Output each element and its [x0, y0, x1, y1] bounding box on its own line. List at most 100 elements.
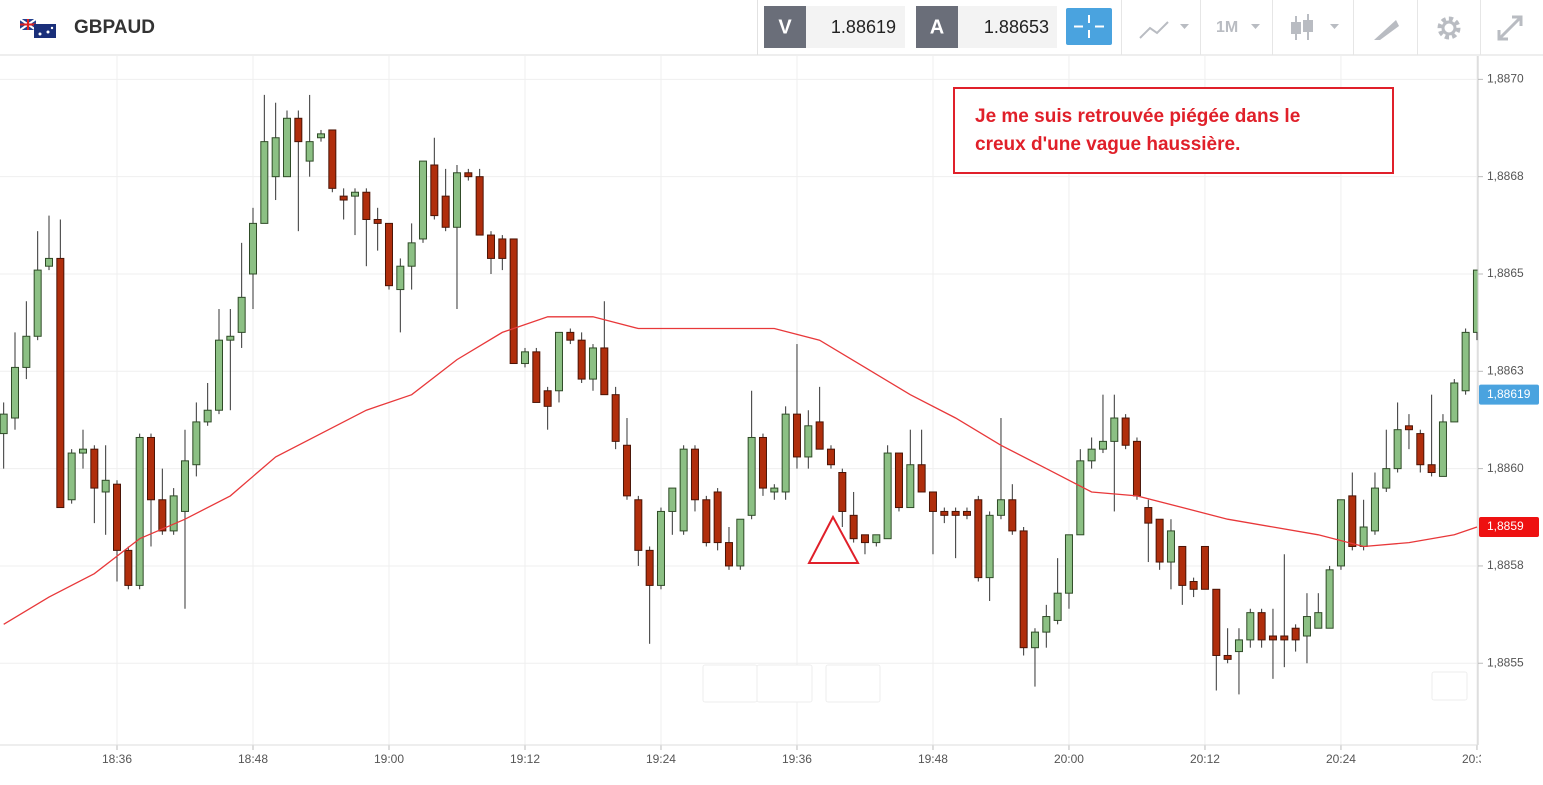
candle-body — [1325, 569, 1334, 629]
candle-body — [1393, 429, 1402, 470]
sell-label[interactable]: V — [778, 16, 792, 38]
candle-body — [928, 491, 937, 512]
candle-body — [1019, 530, 1028, 649]
candle-body — [656, 510, 665, 586]
annotation-box — [953, 87, 1394, 174]
candle-body — [770, 487, 779, 493]
candle-body — [22, 335, 31, 368]
crosshair-button[interactable] — [1066, 8, 1112, 45]
candle-body — [1246, 612, 1255, 641]
candle-body — [1144, 507, 1153, 524]
candle-body — [135, 436, 144, 586]
buy-label[interactable]: A — [930, 16, 944, 38]
candle-body — [566, 331, 575, 341]
candle-body — [158, 499, 167, 532]
candle-body — [747, 436, 756, 516]
x-tick-label: 19:48 — [918, 752, 948, 766]
candle-body — [430, 164, 439, 217]
candle-body — [1166, 530, 1175, 563]
candle-body — [362, 191, 371, 220]
candle-body — [883, 452, 892, 540]
candle-body — [384, 222, 393, 287]
candle-body — [951, 510, 960, 516]
candle-body — [1291, 627, 1300, 641]
candle-body — [1427, 464, 1436, 474]
ghost-buttons[interactable] — [702, 664, 1468, 703]
candle-body — [1098, 440, 1107, 450]
candle-body — [33, 269, 42, 337]
candle-body — [758, 436, 767, 489]
candle-body — [1132, 440, 1141, 497]
candle-body — [486, 234, 495, 259]
candle-body — [305, 141, 314, 162]
candle-body — [1450, 382, 1459, 423]
candle-body — [849, 514, 858, 540]
candle-body — [520, 351, 529, 365]
sell-price-box[interactable] — [806, 6, 905, 48]
candle-body — [113, 483, 121, 551]
candle-body — [1110, 417, 1119, 442]
buy-label-box[interactable] — [916, 6, 958, 48]
timeframe[interactable]: 1M — [1216, 19, 1238, 36]
x-tick-label: 20:12 — [1190, 752, 1220, 766]
candle-body — [736, 518, 745, 567]
candle-body — [373, 218, 382, 224]
candle-body — [328, 129, 337, 189]
y-tick-label: 1,8865 — [1487, 266, 1524, 280]
candle-body — [894, 452, 903, 509]
price-tag-label: 1,8859 — [1487, 519, 1524, 533]
candle-body — [441, 195, 450, 228]
x-axis: 18:36 18:48 19:00 19:12 19:24 19:36 19:48 20:00… — [102, 745, 1481, 766]
candle-body — [192, 421, 201, 466]
annotation-line: Je me suis retrouvée piégée dans le — [975, 106, 1300, 127]
buy-price-box[interactable] — [958, 6, 1057, 48]
candle-body — [1155, 518, 1164, 563]
sell-price[interactable]: 1.88619 — [831, 17, 896, 37]
candle-body — [996, 499, 1005, 516]
candle-body — [248, 222, 257, 275]
candle-body — [668, 487, 677, 512]
candle-body — [475, 176, 484, 236]
candle-body — [645, 549, 654, 586]
candle-body — [1053, 592, 1062, 621]
flag-icon — [19, 18, 56, 38]
candle-body — [1370, 487, 1379, 532]
candle-body — [214, 339, 223, 411]
candle-body — [532, 351, 541, 403]
candle-body — [282, 117, 291, 178]
candle-body — [1302, 616, 1311, 637]
candle-body — [1042, 616, 1051, 633]
sell-label-box[interactable] — [764, 6, 806, 48]
x-tick-label: 18:36 — [102, 752, 132, 766]
y-tick-label: 1,8868 — [1487, 169, 1524, 183]
candle-body — [101, 479, 110, 493]
x-tick-label: 20:24 — [1326, 752, 1356, 766]
marks — [0, 94, 1478, 695]
candle-body — [90, 448, 99, 489]
candle-body — [180, 460, 189, 512]
buy-price[interactable]: 1.88653 — [984, 17, 1049, 37]
x-tick-label: 19:24 — [646, 752, 676, 766]
candle-body — [679, 448, 688, 532]
candle-body — [974, 499, 983, 579]
candle-body — [260, 141, 269, 224]
candle-body — [1438, 421, 1447, 477]
candle-body — [1404, 425, 1413, 431]
candle-body — [917, 464, 926, 493]
candle-body — [1064, 534, 1073, 594]
candle-body — [226, 335, 235, 341]
candle-body — [713, 491, 722, 544]
x-tick-label: 18:48 — [238, 752, 268, 766]
candle-body — [396, 265, 405, 291]
candle-body — [940, 510, 949, 516]
candle-body — [498, 238, 507, 259]
toolbar-icons[interactable] — [1121, 0, 1523, 55]
candle-body — [464, 172, 473, 178]
candle-body — [124, 549, 133, 586]
candle-body — [1087, 448, 1096, 462]
candle-body — [1348, 495, 1357, 547]
candle-body — [543, 390, 552, 407]
candle-body — [622, 444, 631, 497]
candle-body — [1234, 639, 1243, 653]
y-tick-label: 1,8863 — [1487, 363, 1524, 377]
